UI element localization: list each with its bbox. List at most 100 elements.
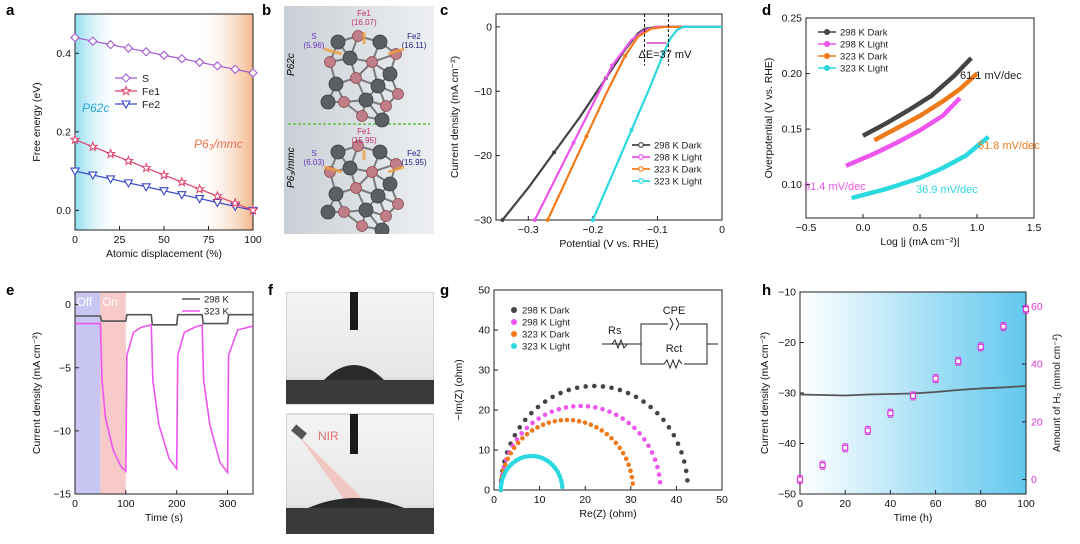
data-point xyxy=(666,425,672,430)
fe-atom xyxy=(372,144,388,160)
data-point xyxy=(578,403,583,409)
legend-label: 298 K Dark xyxy=(522,306,570,317)
s-atom xyxy=(366,166,378,178)
y-tick-label: 50 xyxy=(478,285,490,297)
data-point xyxy=(542,412,548,418)
y-tick-label: −50 xyxy=(778,489,796,501)
data-point xyxy=(648,404,653,410)
marker-s xyxy=(70,32,80,43)
site-label: Fe2 xyxy=(407,32,421,41)
data-point xyxy=(594,425,599,430)
substrate-nir xyxy=(286,508,434,534)
data-point xyxy=(632,425,637,431)
fe-atom xyxy=(358,202,374,218)
site-label: (16.07) xyxy=(351,18,377,27)
s-atom xyxy=(352,30,364,42)
fe-atom xyxy=(382,66,398,82)
h2-point xyxy=(909,392,917,399)
s-atom xyxy=(380,100,392,112)
data-point xyxy=(515,440,521,446)
x-tick-label: 0 xyxy=(491,494,497,506)
x-tick-label: 1.0 xyxy=(970,222,985,234)
diagram-f-contact-angle: NIR xyxy=(286,292,434,534)
legend-label: S xyxy=(142,73,149,85)
x-tick-label: 0 xyxy=(719,224,725,236)
slope-label: 61.1 mV/dec xyxy=(960,70,1022,82)
y-tick-label: 30 xyxy=(478,365,490,377)
data-point xyxy=(654,410,660,416)
panel-label-d: d xyxy=(762,2,772,19)
marker-fe2 xyxy=(141,183,152,192)
cpe-gap xyxy=(668,320,680,328)
data-point xyxy=(585,404,591,409)
fe-atom xyxy=(370,78,386,94)
plot-frame xyxy=(74,291,254,495)
legend-marker xyxy=(638,166,644,172)
data-point xyxy=(530,420,535,426)
fe-atom xyxy=(374,222,390,234)
data-point xyxy=(532,218,537,222)
y-tick-label: −40 xyxy=(778,438,796,450)
s-atom xyxy=(380,210,392,222)
data-point xyxy=(524,425,530,431)
data-point xyxy=(558,390,563,396)
s-atom xyxy=(324,56,336,68)
legend-label: Fe2 xyxy=(142,99,160,111)
plot-frame xyxy=(493,289,723,491)
x-tick-label: 40 xyxy=(671,494,683,506)
data-point xyxy=(626,462,631,468)
series-line xyxy=(75,322,254,475)
panel-label-h: h xyxy=(762,282,772,299)
nir-beam xyxy=(298,435,366,502)
data-point xyxy=(633,394,639,400)
data-point xyxy=(620,416,625,421)
needle-dark xyxy=(350,292,358,330)
data-point xyxy=(574,385,580,391)
data-point xyxy=(642,437,647,442)
y-tick-label: 0.20 xyxy=(782,68,803,80)
fe-atom xyxy=(342,50,358,66)
marker-s xyxy=(230,64,240,75)
y-axis-label: Current density (mA cm⁻²) xyxy=(760,332,771,454)
data-point xyxy=(593,405,598,410)
legend-label: 298 K Light xyxy=(522,318,570,329)
legend-marker xyxy=(511,307,517,313)
legend-label: 323 K Dark xyxy=(654,165,702,176)
x-tick-label: 50 xyxy=(716,494,728,506)
data-point xyxy=(628,468,633,474)
data-point xyxy=(584,134,589,139)
data-point xyxy=(566,387,572,393)
region-off xyxy=(75,292,101,494)
y-tick-label: −30 xyxy=(474,215,492,227)
droplet-nir xyxy=(308,498,404,508)
data-point xyxy=(609,435,614,441)
legend-marker xyxy=(511,343,517,349)
series-line xyxy=(861,56,973,138)
x-tick-label: 100 xyxy=(244,234,262,246)
y-tick-label: 0.25 xyxy=(782,13,803,25)
x-tick-label: 30 xyxy=(625,494,637,506)
region-label-off: Off xyxy=(77,297,93,309)
circuit-label-rct: Rct xyxy=(666,343,683,355)
slope-label: 51.4 mV/dec xyxy=(804,181,866,193)
site-arrow xyxy=(387,47,405,56)
legend-marker xyxy=(121,100,131,110)
data-point xyxy=(629,127,634,132)
data-point xyxy=(512,432,518,438)
marker-fe2 xyxy=(87,171,98,181)
marker-fe1 xyxy=(158,169,170,180)
y2-tick-label: 20 xyxy=(1031,416,1043,428)
data-point xyxy=(661,417,666,423)
marker-fe1 xyxy=(140,162,152,173)
x-tick-label: 0 xyxy=(72,498,78,510)
droplet-dark xyxy=(324,365,384,380)
data-point xyxy=(550,394,555,400)
x-tick-label: 0 xyxy=(797,498,803,510)
data-point xyxy=(552,150,557,155)
data-point xyxy=(607,409,612,414)
data-point xyxy=(583,384,588,389)
y-tick-label: −20 xyxy=(778,337,796,349)
panel-label-g: g xyxy=(440,282,450,299)
marker-fe1 xyxy=(211,190,223,201)
data-point xyxy=(610,63,615,68)
